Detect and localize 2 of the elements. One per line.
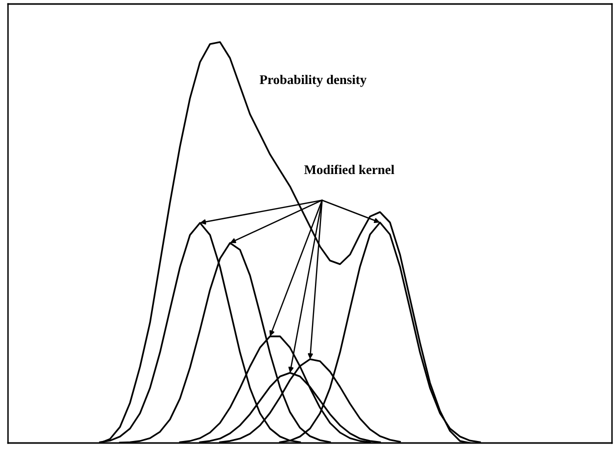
annotation: Modified kernel [304,164,394,174]
annotation: Probability density [260,74,366,87]
